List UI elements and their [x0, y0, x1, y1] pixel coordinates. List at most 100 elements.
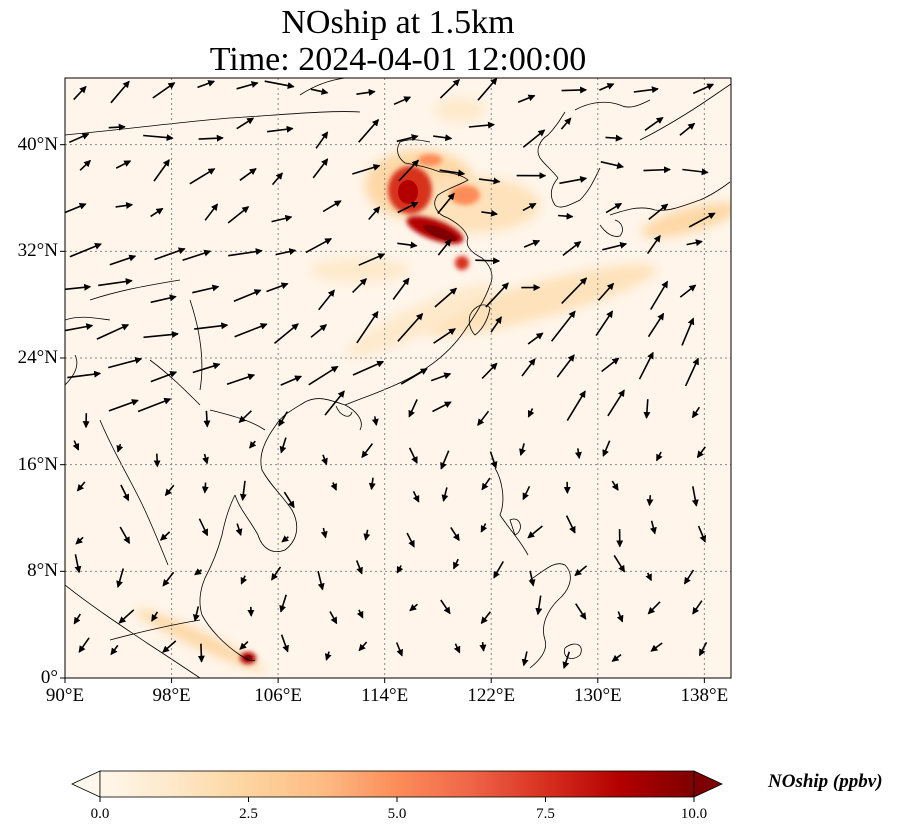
- wind-arrow: [643, 166, 671, 174]
- wind-arrow: [65, 203, 87, 214]
- wind-arrow: [358, 253, 386, 266]
- wind-arrow: [396, 565, 404, 574]
- wind-arrow: [430, 372, 452, 382]
- wind-arrow: [562, 651, 571, 669]
- wind-arrow: [109, 254, 137, 266]
- wind-arrow: [597, 282, 615, 301]
- wind-arrow: [150, 207, 164, 218]
- wind-arrow: [562, 241, 582, 257]
- wind-arrow: [65, 283, 92, 291]
- wind-arrow: [485, 282, 509, 308]
- wind-arrow: [493, 561, 504, 579]
- wind-arrow: [320, 527, 328, 539]
- wind-arrow: [535, 595, 543, 616]
- wind-arrow: [115, 202, 134, 209]
- wind-arrow: [152, 82, 176, 99]
- wind-arrow: [648, 203, 669, 221]
- wind-arrow: [409, 603, 419, 612]
- wind-arrow: [691, 486, 699, 507]
- wind-arrow: [143, 134, 174, 142]
- wind-arrow: [310, 88, 329, 95]
- wind-arrow: [228, 248, 263, 257]
- wind-arrow: [613, 554, 626, 573]
- wind-arrow: [271, 566, 282, 581]
- lat-tick-label: 0°: [40, 667, 58, 688]
- wind-arrow: [279, 594, 287, 613]
- wind-arrow: [68, 133, 90, 144]
- wind-arrow: [273, 323, 299, 345]
- wind-arrow: [264, 80, 295, 90]
- wind-arrow: [283, 491, 295, 509]
- wind-arrow: [197, 643, 205, 663]
- wind-arrow: [406, 532, 415, 548]
- wind-arrow: [312, 158, 329, 179]
- wind-arrow: [607, 389, 625, 417]
- wind-arrow: [561, 277, 588, 304]
- wind-arrow: [279, 437, 287, 454]
- wind-arrow: [437, 192, 455, 215]
- wind-arrow: [194, 568, 202, 576]
- wind-arrow: [239, 480, 247, 501]
- wind-arrow: [434, 287, 458, 308]
- colorbar-tick-label: 10.0: [680, 806, 708, 822]
- wind-arrow: [599, 83, 615, 91]
- wind-arrow: [116, 568, 125, 588]
- wind-arrow: [633, 86, 659, 94]
- wind-arrow: [392, 277, 410, 300]
- wind-arrow: [481, 477, 491, 491]
- wind-arrow: [143, 331, 179, 339]
- wind-arrow: [192, 606, 200, 622]
- lon-tick-label: 98°E: [152, 685, 191, 706]
- wind-arrow: [227, 206, 250, 224]
- wind-arrow: [602, 241, 628, 251]
- wind-arrow: [450, 526, 460, 542]
- wind-arrow: [441, 487, 449, 502]
- wind-arrow: [240, 575, 248, 585]
- wind-arrow: [519, 443, 526, 456]
- wind-arrow: [468, 121, 495, 129]
- wind-arrow: [352, 278, 368, 293]
- lon-tick-label: 122°E: [467, 685, 516, 706]
- wind-arrow: [361, 443, 374, 459]
- wind-arrow: [527, 408, 535, 418]
- wind-arrow: [478, 177, 501, 185]
- wind-arrow: [565, 515, 576, 534]
- colorbar-title: NOship (ppbv): [768, 771, 883, 792]
- wind-arrow: [278, 411, 288, 427]
- wind-arrow: [605, 134, 623, 142]
- lat-tick-label: 24°N: [17, 347, 58, 368]
- wind-arrow: [76, 481, 86, 492]
- wind-arrow: [575, 603, 587, 620]
- wind-arrow: [681, 317, 695, 346]
- axis-tickmarks: [60, 144, 705, 683]
- wind-arrow: [238, 410, 252, 423]
- wind-arrow: [605, 202, 623, 214]
- lon-tick-label: 106°E: [254, 685, 302, 706]
- wind-vectors: [65, 78, 716, 669]
- wind-arrow: [321, 454, 328, 466]
- wind-arrow: [198, 518, 209, 537]
- wind-arrow: [197, 80, 216, 89]
- colorbar: [71, 770, 723, 802]
- wind-arrow: [271, 172, 283, 186]
- wind-arrow: [371, 416, 379, 426]
- wind-arrow: [239, 641, 249, 650]
- wind-arrow: [521, 651, 529, 667]
- wind-arrow: [643, 399, 651, 419]
- colorbar-max-extend: [693, 770, 723, 798]
- map-frame: [64, 77, 732, 679]
- wind-arrow: [408, 447, 418, 464]
- wind-arrow: [698, 642, 708, 657]
- wind-arrow: [73, 85, 87, 101]
- wind-arrow: [645, 572, 652, 582]
- wind-arrow: [393, 96, 412, 106]
- wind-arrow: [96, 324, 130, 340]
- wind-arrow: [194, 322, 229, 330]
- wind-arrow: [118, 609, 135, 624]
- wind-arrow: [396, 134, 419, 143]
- wind-arrow: [574, 565, 588, 577]
- wind-arrow: [600, 161, 625, 169]
- lat-tick-label: 8°N: [27, 560, 58, 582]
- wind-arrow: [249, 440, 257, 449]
